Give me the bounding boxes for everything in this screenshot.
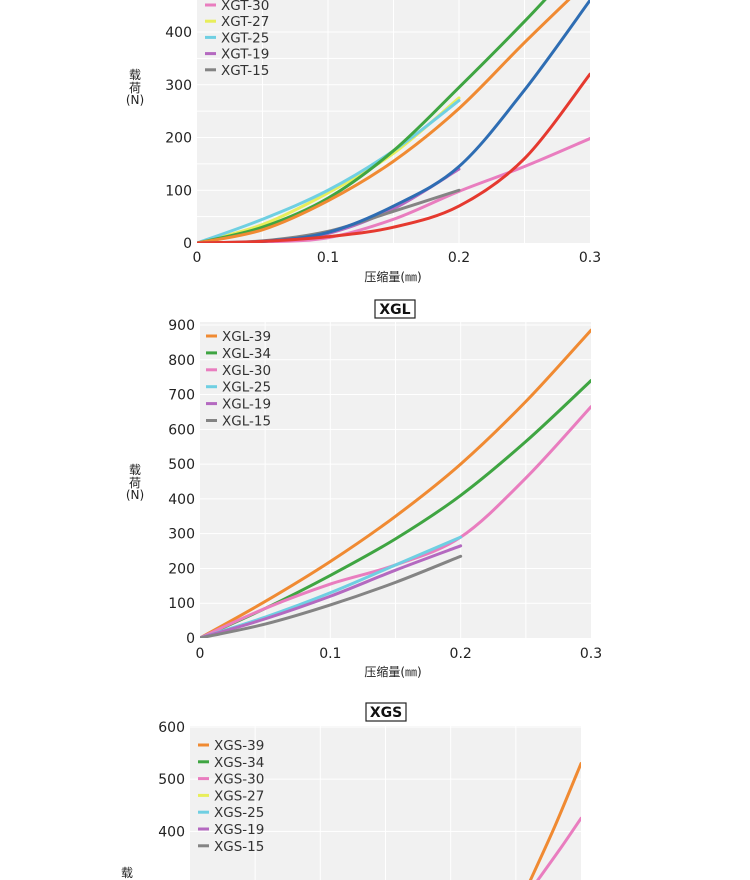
legend: XGS-39XGS-34XGS-30XGS-27XGS-25XGS-19XGS-… xyxy=(198,738,264,855)
x-tick-label: 0.3 xyxy=(579,250,601,266)
legend-label: XGS-27 xyxy=(214,788,264,804)
y-tick-label: 600 xyxy=(168,422,195,438)
y-axis-label-char-2: 荷 xyxy=(129,81,141,95)
y-tick-label: 300 xyxy=(168,527,195,543)
legend-label: XGL-19 xyxy=(222,397,271,413)
x-tick-label: 0.2 xyxy=(450,646,472,662)
x-tick-label: 0.1 xyxy=(319,646,341,662)
legend-label: XGL-30 xyxy=(222,363,271,379)
legend-label: XGT-25 xyxy=(221,30,269,46)
y-tick-label: 200 xyxy=(165,131,192,147)
y-tick-label: 500 xyxy=(168,457,195,473)
legend-label: XGL-39 xyxy=(222,329,271,345)
y-tick-label: 800 xyxy=(168,353,195,369)
y-axis-label-char-2: 荷 xyxy=(129,476,141,490)
legend-label: XGS-39 xyxy=(214,738,264,754)
legend-label: XGL-34 xyxy=(222,346,271,362)
xgl-chart: XGL 0 100 200 300 400 500 600 700 800 900 0 0.1 0.2… xyxy=(126,299,603,679)
legend-label: XGT-27 xyxy=(221,14,269,30)
y-tick-label: 100 xyxy=(165,183,192,199)
grid-lines xyxy=(190,726,581,880)
y-axis-label-char-1: 载 xyxy=(129,463,141,477)
x-tick-labels: 0 0.1 0.2 0.3 xyxy=(196,646,603,662)
series-line-unlabeled xyxy=(197,0,571,243)
legend-label: XGT-30 xyxy=(221,0,269,14)
y-tick-labels: 400 500 600 xyxy=(158,720,185,840)
y-tick-label: 0 xyxy=(183,236,192,252)
y-tick-label: 600 xyxy=(158,720,185,736)
legend-label: XGS-34 xyxy=(214,755,264,771)
x-axis-label: 压缩量(㎜) xyxy=(364,269,421,284)
chart-title-box xyxy=(365,702,407,722)
series-line-unlabeled xyxy=(197,72,590,243)
x-tick-label: 0 xyxy=(196,646,205,662)
legend-label: XGT-15 xyxy=(221,63,269,79)
grid-lines xyxy=(197,0,590,243)
y-axis-label-char-1: 载 xyxy=(129,68,141,82)
x-tick-labels: 0 0.1 0.2 0.3 xyxy=(193,250,602,266)
series-line-xgt-25 xyxy=(197,99,461,243)
legend-label: XGS-19 xyxy=(214,822,264,838)
chart-title: XGS xyxy=(370,705,402,721)
series-line-xgs-30 xyxy=(536,816,581,880)
y-axis-label-char-1: 载 xyxy=(121,866,133,880)
y-tick-label: 0 xyxy=(186,631,195,647)
series-line-xgs-39 xyxy=(528,762,581,880)
series-line-xgl-15 xyxy=(200,554,463,638)
y-tick-label: 100 xyxy=(168,596,195,612)
x-tick-label: 0.3 xyxy=(580,646,602,662)
y-tick-label: 400 xyxy=(158,824,185,840)
legend-label: XGT-19 xyxy=(221,47,269,63)
series-lines xyxy=(197,0,590,243)
chart-title: XGL xyxy=(379,302,410,318)
y-tick-label: 900 xyxy=(168,318,195,334)
y-tick-label: 300 xyxy=(165,78,192,94)
y-tick-label: 200 xyxy=(168,561,195,577)
x-axis-label: 压缩量(㎜) xyxy=(364,664,421,679)
legend-label: XGL-25 xyxy=(222,380,271,396)
y-tick-labels: 0 100 200 300 400 500 600 700 800 900 xyxy=(168,318,195,647)
legend-label: XGS-15 xyxy=(214,839,264,855)
y-tick-labels: 0 100 200 300 400 xyxy=(165,25,192,252)
series-line-xgl-39 xyxy=(200,328,591,638)
legend-label: XGL-15 xyxy=(222,414,271,430)
x-tick-label: 0.2 xyxy=(448,250,470,266)
x-tick-label: 0 xyxy=(193,250,202,266)
series-lines xyxy=(200,328,591,638)
y-tick-label: 500 xyxy=(158,772,185,788)
series-line-unlabeled xyxy=(197,0,547,243)
y-tick-label: 700 xyxy=(168,388,195,404)
y-axis-label-unit: (N) xyxy=(126,93,144,107)
legend-label: XGS-25 xyxy=(214,805,264,821)
y-tick-label: 400 xyxy=(168,492,195,508)
series-line-xgl-19 xyxy=(200,544,463,638)
x-tick-label: 0.1 xyxy=(317,250,339,266)
legend-label: XGS-30 xyxy=(214,772,264,788)
series-lines xyxy=(528,762,581,880)
chart-title-box xyxy=(374,299,416,319)
y-axis-label-unit: (N) xyxy=(126,488,144,502)
y-tick-label: 400 xyxy=(165,25,192,41)
